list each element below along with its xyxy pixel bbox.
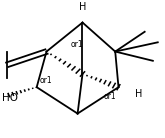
Text: H: H (135, 89, 142, 99)
Text: or1: or1 (104, 92, 116, 101)
Text: or1: or1 (40, 76, 53, 85)
Text: or1: or1 (71, 40, 84, 49)
Text: HO: HO (2, 93, 18, 103)
Text: H: H (79, 2, 86, 12)
